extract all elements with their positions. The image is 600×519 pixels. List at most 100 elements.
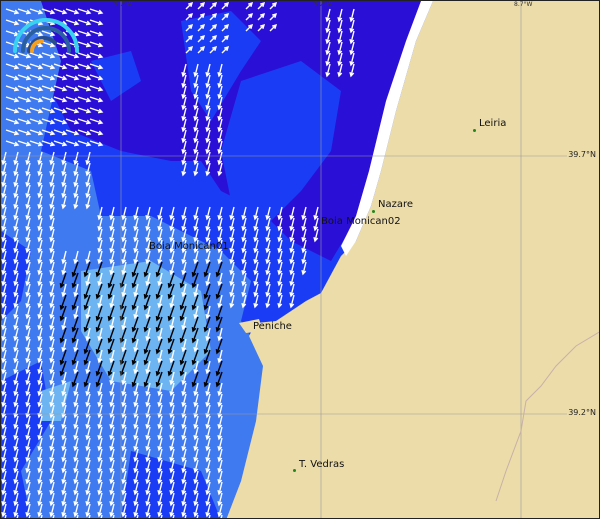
wave-arrow (97, 206, 103, 221)
wave-arrow (181, 107, 187, 122)
wave-arrow (143, 294, 151, 311)
wave-arrow (253, 239, 259, 254)
wave-arrow (25, 470, 31, 485)
wave-arrow (89, 140, 104, 147)
wave-arrow (25, 492, 31, 507)
wave-arrow (85, 195, 91, 210)
wave-arrow (107, 338, 115, 355)
wave-arrow (65, 96, 80, 103)
wave-arrow (1, 382, 7, 397)
wave-arrow (53, 96, 68, 103)
wave-arrow (73, 481, 79, 496)
wave-arrow (241, 239, 247, 254)
wave-arrow (265, 294, 271, 309)
wave-arrow (203, 338, 211, 355)
wave-arrow (133, 250, 139, 265)
wave-arrow (277, 261, 283, 276)
wave-arrow (229, 206, 235, 221)
wave-arrow (95, 338, 103, 355)
wave-arrow (131, 371, 139, 388)
wave-arrow (37, 382, 43, 397)
wave-arrow (61, 250, 67, 265)
wave-arrow (85, 503, 91, 518)
wave-arrow (61, 382, 67, 397)
buoy-label-monican02[interactable]: Boia Monican02 (321, 216, 401, 227)
wave-arrow (221, 12, 230, 21)
wave-arrow (179, 349, 187, 366)
wave-arrow (41, 129, 56, 136)
wave-arrow (53, 85, 68, 92)
place-label-peniche[interactable]: Peniche (253, 321, 292, 332)
wave-arrow (49, 426, 55, 441)
place-label-t-vedras[interactable]: T. Vedras (299, 459, 345, 470)
wave-arrow (217, 85, 223, 100)
wave-arrow (5, 52, 20, 59)
wave-arrow (203, 283, 211, 300)
wave-gauge-logo (13, 18, 79, 53)
wave-arrow (85, 173, 91, 188)
wave-arrow (167, 360, 175, 377)
wave-arrow (203, 349, 211, 366)
city-marker[interactable] (293, 469, 296, 472)
wave-arrow (37, 492, 43, 507)
wave-arrow (157, 503, 163, 518)
wave-arrow (193, 305, 199, 320)
wave-arrow (85, 481, 91, 496)
wave-arrow (89, 41, 104, 48)
wave-arrow (109, 404, 115, 419)
wave-arrow (181, 481, 187, 496)
wave-arrow (121, 448, 127, 463)
wave-arrow (85, 437, 91, 452)
city-marker[interactable] (372, 210, 375, 213)
buoy-label-monican01[interactable]: Boia Monican01 (149, 241, 229, 252)
wave-arrow (337, 30, 343, 45)
wave-arrow (157, 481, 163, 496)
wave-arrow (169, 217, 175, 232)
wave-arrow (109, 349, 115, 364)
wave-arrow (25, 173, 31, 188)
wave-arrow (29, 140, 44, 147)
place-label-leiria[interactable]: Leiria (479, 118, 507, 129)
wave-arrow (203, 316, 211, 333)
wave-arrow (221, 1, 230, 10)
wave-arrow (131, 261, 139, 278)
wave-arrow (143, 338, 151, 355)
wave-arrow (205, 426, 211, 441)
wave-arrow (217, 96, 223, 111)
wave-arrow (65, 63, 80, 70)
wave-arrow (205, 404, 211, 419)
wave-arrow (215, 305, 223, 322)
wave-arrow (109, 382, 115, 397)
wave-arrow (325, 63, 331, 78)
wave-arrow (25, 217, 31, 232)
wave-arrow (17, 96, 32, 103)
wave-arrow (37, 162, 43, 177)
wave-arrow (145, 272, 151, 287)
wave-arrow (131, 316, 139, 333)
wave-arrow (209, 34, 218, 43)
wave-arrow (217, 382, 223, 397)
longitude-label: 9.2°W (314, 1, 333, 8)
wave-arrow (191, 371, 199, 388)
wave-arrow (193, 283, 199, 298)
wave-arrow (25, 327, 31, 342)
wave-arrow (83, 283, 91, 300)
wave-arrow (49, 503, 55, 518)
wave-arrow (13, 393, 19, 408)
wave-arrow (77, 41, 92, 48)
wave-arrow (205, 162, 211, 177)
wave-arrow (13, 184, 19, 199)
wave-arrow (205, 85, 211, 100)
wave-arrow (37, 459, 43, 474)
wave-arrow (97, 327, 103, 342)
wave-arrow (97, 250, 103, 265)
wave-arrow (89, 96, 104, 103)
place-label-nazare[interactable]: Nazare (378, 199, 414, 210)
city-marker[interactable] (473, 129, 476, 132)
wave-arrow (65, 118, 80, 125)
wave-arrow (61, 151, 67, 166)
wave-arrow (83, 371, 91, 388)
wave-arrow (73, 162, 79, 177)
wave-arrow (77, 129, 92, 136)
